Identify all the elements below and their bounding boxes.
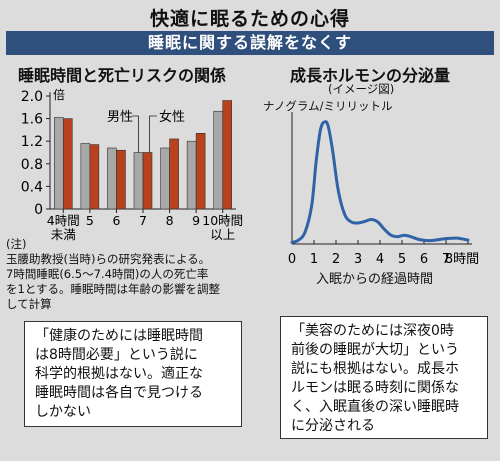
box-line: く、入眠直後の深い睡眠時	[291, 399, 459, 415]
bar-y-tick-label: 0	[34, 202, 43, 218]
line-x-tick-label: 2	[332, 252, 340, 267]
box-line: 「健康のためには睡眠時間	[35, 328, 203, 344]
bar-y-unit: 倍	[53, 87, 65, 102]
legend-female-leader	[149, 115, 157, 153]
line-x-tick-label: 0	[288, 252, 296, 267]
bar-x-tick-label: 8	[166, 213, 174, 228]
growth-hormone-line	[290, 120, 470, 245]
bar-female	[195, 132, 206, 210]
note-box-right: 「美容のためには深夜0時 前後の睡眠が大切」という 説にも根拠はない。成長ホ ル…	[280, 316, 488, 439]
bar-x-tick-label: 7	[139, 213, 147, 228]
line-x-tick-label: 4	[376, 252, 384, 267]
note-line: 玉腰助教授(当時)らの研究発表による。	[6, 252, 211, 266]
bar-female	[169, 138, 179, 210]
box-line: 説にも根拠はない。成長ホ	[291, 361, 459, 377]
legend-male: 男性	[107, 110, 133, 125]
bar-y-tick-label: 1.6	[21, 112, 43, 128]
bar-chart-note: (注) 玉腰助教授(当時)らの研究発表による。 7時間睡眠(6.5〜7.4時間)…	[6, 237, 220, 312]
line-x-tick-label: 7	[442, 252, 450, 267]
box-line: 前後の睡眠が大切」という	[291, 342, 459, 358]
subtitle-banner: 睡眠に関する誤解をなくす	[6, 31, 494, 55]
legend-female: 女性	[159, 109, 185, 125]
bar-female	[62, 118, 73, 210]
line-x-tick-label: 6	[420, 252, 428, 267]
box-line: は8時間必要」という説に	[35, 347, 198, 363]
bar-y-tick-label: 1.2	[21, 134, 43, 150]
bar-female	[142, 152, 153, 210]
line-chart-ylabel: ナノグラム/ミリリットル	[263, 99, 393, 113]
bar-female	[222, 100, 233, 210]
bar-x-tick-label: 9	[192, 213, 200, 228]
bar-chart-title: 睡眠時間と死亡リスクの関係	[18, 66, 227, 85]
main-title: 快適に眠るための心得	[149, 8, 350, 30]
box-line: ルモンは眠る時刻に関係な	[291, 380, 459, 396]
bar-y-tick-label: 0.4	[21, 179, 43, 195]
line-x-tick-label: 8時間	[445, 252, 479, 267]
line-x-tick-label: 5	[398, 252, 406, 267]
bar-x-tick-label: 4時間	[47, 213, 80, 228]
bar-x-tick-label: 5	[86, 213, 94, 228]
note-line: を1とする。睡眠時間は年齢の影響を調整	[6, 282, 220, 296]
note-line: (注)	[6, 237, 27, 251]
line-x-tick-label: 1	[310, 252, 318, 267]
bar-x-tick-label: 10時間	[202, 213, 243, 228]
line-x-tick-label: 3	[354, 252, 362, 267]
line-chart-xlabel: 入眠からの経過時間	[316, 272, 434, 287]
box-line: 科学的根拠はない。適正な	[35, 366, 203, 382]
line-chart-subtitle: (イメージ図)	[328, 82, 395, 96]
box-line: に分泌される	[291, 418, 375, 434]
bar-female	[116, 149, 126, 210]
bar-x-tick-label: 未満	[51, 227, 76, 242]
box-line: しかない	[35, 404, 91, 420]
bar-x-tick-label: 6	[112, 213, 120, 228]
bar-y-tick-label: 2.0	[21, 89, 43, 105]
bar-female	[89, 144, 100, 210]
box-line: 「美容のためには深夜0時	[291, 323, 454, 339]
note-box-left: 「健康のためには睡眠時間 は8時間必要」という説に 科学的根拠はない。適正な 睡…	[24, 321, 242, 427]
box-line: 睡眠時間は各自で見つける	[35, 385, 203, 401]
bar-y-tick-label: 0.8	[21, 157, 43, 173]
line-chart-title: 成長ホルモンの分泌量	[290, 66, 451, 85]
bar-x-tick-label: 以上	[210, 227, 235, 242]
note-line: して計算	[6, 297, 52, 311]
legend-male-leader	[132, 115, 139, 153]
note-line: 7時間睡眠(6.5〜7.4時間)の人の死亡率	[6, 267, 209, 281]
